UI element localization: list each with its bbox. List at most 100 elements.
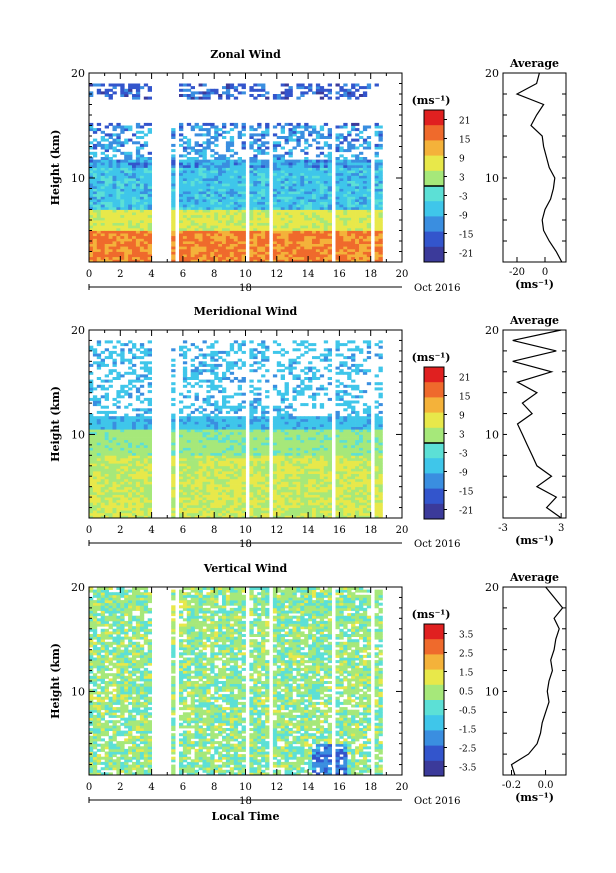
heatmap-cell bbox=[100, 486, 105, 490]
heatmap-cell bbox=[210, 457, 215, 461]
heatmap-cell bbox=[229, 178, 235, 181]
heatmap-cell bbox=[280, 199, 285, 202]
heatmap-cell bbox=[92, 497, 98, 501]
heatmap-cell bbox=[116, 499, 121, 503]
heatmap-cell bbox=[261, 209, 266, 213]
heatmap-cell bbox=[241, 463, 246, 467]
heatmap-cell bbox=[202, 369, 207, 373]
heatmap-cell bbox=[135, 457, 141, 461]
heatmap-cell bbox=[229, 465, 235, 469]
heatmap-cell bbox=[171, 481, 176, 485]
heatmap-cell bbox=[128, 191, 133, 195]
heatmap-cell bbox=[179, 426, 184, 430]
heatmap-cell bbox=[96, 429, 102, 433]
heatmap-cell bbox=[116, 494, 121, 498]
heatmap-cell bbox=[210, 465, 215, 469]
heatmap-cell bbox=[218, 486, 223, 490]
heatmap-cell bbox=[147, 162, 152, 166]
heatmap-cell bbox=[366, 206, 372, 210]
heatmap-cell bbox=[362, 125, 368, 129]
heatmap-cell bbox=[135, 494, 141, 498]
heatmap-cell bbox=[108, 193, 113, 197]
heatmap-cell bbox=[253, 191, 258, 195]
heatmap-cell bbox=[308, 230, 313, 234]
heatmap-cell bbox=[143, 429, 149, 433]
heatmap-cell bbox=[124, 201, 129, 205]
heatmap-cell bbox=[312, 238, 317, 242]
heatmap-cell bbox=[222, 235, 227, 239]
heatmap-cell bbox=[104, 162, 109, 166]
heatmap-cell bbox=[108, 214, 113, 218]
heatmap-cell bbox=[179, 447, 184, 451]
heatmap-cell bbox=[229, 348, 235, 352]
heatmap-cell bbox=[288, 212, 293, 216]
heatmap-cell bbox=[171, 510, 176, 514]
heatmap-cell bbox=[237, 457, 242, 461]
heatmap-cell bbox=[241, 83, 246, 87]
heatmap-cell bbox=[135, 191, 141, 195]
heatmap-cell bbox=[319, 238, 325, 242]
heatmap-cell bbox=[116, 227, 121, 231]
heatmap-cell bbox=[362, 254, 368, 258]
heatmap-cell bbox=[319, 191, 325, 195]
heatmap-cell bbox=[128, 460, 133, 464]
heatmap-cell bbox=[257, 204, 262, 208]
heatmap-cell bbox=[194, 248, 199, 252]
heatmap-cell bbox=[100, 350, 105, 354]
heatmap-cell bbox=[182, 251, 188, 255]
heatmap-cell bbox=[108, 350, 113, 354]
heatmap-cell bbox=[198, 172, 203, 176]
heatmap-cell bbox=[229, 343, 235, 347]
heatmap-cell bbox=[214, 88, 219, 92]
heatmap-cell bbox=[132, 450, 137, 454]
heatmap-cell bbox=[116, 248, 121, 252]
heatmap-cell bbox=[135, 447, 141, 451]
heatmap-cell bbox=[135, 348, 141, 352]
heatmap-cell bbox=[128, 510, 133, 514]
heatmap-cell bbox=[179, 254, 184, 258]
heatmap-cell bbox=[249, 225, 254, 229]
heatmap-cell bbox=[225, 86, 231, 90]
heatmap-cell bbox=[343, 220, 348, 223]
heatmap-cell bbox=[92, 214, 98, 218]
heatmap-cell bbox=[182, 512, 188, 516]
heatmap-cell bbox=[261, 243, 266, 247]
heatmap-cell bbox=[323, 254, 329, 258]
heatmap-cell bbox=[276, 154, 282, 158]
heatmap-cell bbox=[182, 476, 188, 480]
heatmap-cell bbox=[171, 248, 176, 252]
heatmap-cell bbox=[218, 201, 223, 205]
heatmap-cell bbox=[116, 256, 121, 260]
heatmap-cell bbox=[92, 439, 98, 443]
heatmap-cell bbox=[92, 463, 98, 467]
heatmap-cell bbox=[261, 238, 266, 242]
heatmap-cell bbox=[171, 437, 176, 441]
heatmap-cell bbox=[194, 444, 199, 448]
heatmap-cell bbox=[112, 167, 117, 171]
heatmap-cell bbox=[108, 484, 113, 488]
heatmap-cell bbox=[179, 460, 184, 464]
heatmap-cell bbox=[323, 206, 329, 210]
heatmap-cell bbox=[347, 243, 352, 247]
heatmap-cell bbox=[222, 403, 227, 407]
heatmap-cell bbox=[206, 212, 211, 216]
heatmap-cell bbox=[261, 248, 266, 252]
heatmap-cell bbox=[124, 460, 129, 464]
heatmap-cell bbox=[96, 439, 102, 443]
heatmap-cell bbox=[362, 191, 368, 195]
heatmap-cell bbox=[304, 227, 309, 231]
heatmap-cell bbox=[323, 141, 329, 145]
heatmap-cell bbox=[315, 178, 321, 181]
heatmap-cell bbox=[300, 94, 305, 97]
heatmap-cell bbox=[355, 159, 360, 163]
heatmap-cell bbox=[225, 146, 231, 150]
heatmap-cell bbox=[92, 455, 98, 459]
heatmap-cell bbox=[92, 183, 98, 187]
heatmap-cell bbox=[288, 230, 293, 234]
heatmap-cell bbox=[257, 133, 262, 137]
heatmap-cell bbox=[139, 146, 145, 150]
heatmap-cell bbox=[222, 180, 227, 184]
heatmap-cell bbox=[128, 473, 133, 477]
heatmap-cell bbox=[92, 175, 98, 179]
heatmap-cell bbox=[339, 199, 344, 202]
